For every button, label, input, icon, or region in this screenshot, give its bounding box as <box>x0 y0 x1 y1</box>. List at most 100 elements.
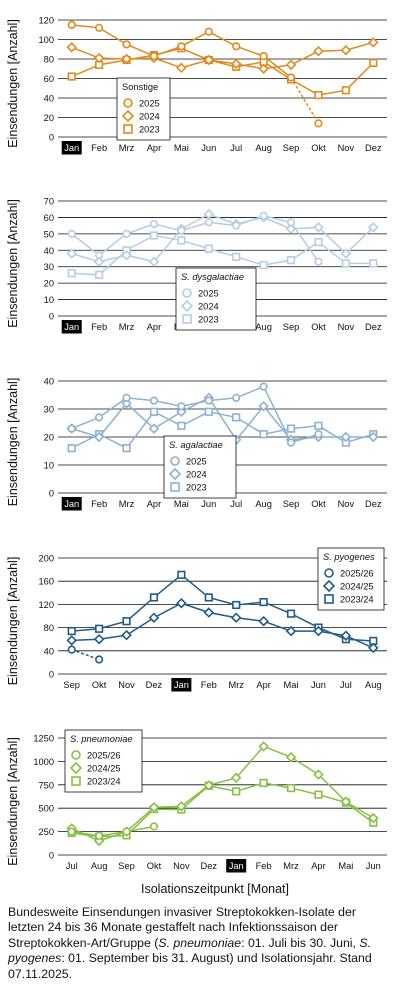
x-tick-label: Jan <box>64 499 79 509</box>
series-line <box>71 215 320 263</box>
data-point <box>122 827 131 836</box>
y-tick-label: 0 <box>49 489 54 499</box>
x-tick-label: Jul <box>230 143 242 153</box>
data-point <box>204 593 213 602</box>
data-point <box>177 226 186 235</box>
legend-entry: 2025/26 <box>340 569 374 579</box>
data-point <box>286 218 296 227</box>
x-tick-label: Sep <box>63 680 80 690</box>
data-point <box>149 407 159 416</box>
x-tick-label: Jun <box>201 143 216 153</box>
x-tick-label: Nov <box>338 143 355 153</box>
legend-marker <box>322 579 336 593</box>
data-point <box>148 256 160 268</box>
legend: Sonstige 2025 2024 2023 <box>116 77 171 141</box>
y-axis-label: Einsendungen [Anzahl] <box>6 19 20 148</box>
x-tick-label: Jul <box>66 861 78 871</box>
x-tick-label: Jan <box>229 861 244 871</box>
x-tick-label: Mai <box>174 499 189 509</box>
x-tick-label: Sep <box>118 861 135 871</box>
data-point <box>67 20 76 29</box>
y-tick-label: 60 <box>44 213 54 223</box>
legend-entry: 2024/25 <box>340 582 374 592</box>
legend-entry: 2023 <box>139 125 160 135</box>
data-point <box>148 612 160 623</box>
data-point <box>177 570 186 579</box>
data-point <box>177 402 186 411</box>
data-point <box>314 237 323 247</box>
data-point <box>67 626 76 636</box>
data-point <box>313 769 324 780</box>
data-point <box>203 780 215 791</box>
data-point <box>66 42 77 53</box>
series <box>67 20 323 128</box>
data-point <box>259 778 268 788</box>
x-tick-label: Apr <box>256 680 270 690</box>
data-point <box>122 393 131 402</box>
x-tick-highlight <box>61 320 82 334</box>
legend-title: S. dysgalactiae <box>181 272 244 282</box>
x-tick-label: Jul <box>340 680 352 690</box>
y-tick-label: 200 <box>38 554 54 564</box>
data-point <box>314 430 323 439</box>
x-tick-highlight <box>226 859 247 873</box>
data-point <box>286 256 296 265</box>
x-tick-label: Dez <box>365 143 382 153</box>
data-point <box>204 407 213 416</box>
data-point <box>95 831 104 840</box>
data-point <box>232 221 241 230</box>
data-point <box>232 393 241 402</box>
legend-entry: 2025/26 <box>87 751 121 761</box>
y-tick-label: 80 <box>44 623 54 633</box>
data-point <box>67 827 76 836</box>
x-tick-highlight <box>61 497 82 511</box>
legend-entry: 2025 <box>186 457 207 467</box>
caption-part: S. pneumoniae <box>158 935 242 950</box>
data-point <box>314 421 323 430</box>
data-point <box>368 222 379 233</box>
data-point <box>368 37 379 48</box>
x-tick-label: Sep <box>283 143 300 153</box>
data-point <box>286 783 296 793</box>
y-tick-label: 100 <box>38 35 54 45</box>
data-point <box>66 248 77 259</box>
x-tick-label: Okt <box>92 680 107 690</box>
y-tick-label: 20 <box>44 433 54 443</box>
data-point <box>121 249 132 261</box>
x-tick-label: Okt <box>147 861 162 871</box>
data-point <box>286 609 296 618</box>
x-tick-label: Mrz <box>119 143 135 153</box>
data-point <box>148 802 160 813</box>
x-tick-label: Apr <box>147 499 161 509</box>
data-point <box>286 424 296 433</box>
data-point <box>149 219 159 229</box>
data-point <box>95 655 104 664</box>
data-point <box>341 259 350 268</box>
x-tick-label: Mrz <box>119 322 135 332</box>
legend-marker <box>168 467 182 481</box>
data-point <box>177 236 186 245</box>
y-tick-label: 30 <box>44 405 54 415</box>
chart-panel: 010203040506070JanFebMrzAprMaiJunJulAugS… <box>6 197 387 334</box>
data-point <box>203 54 215 66</box>
data-point <box>258 615 269 627</box>
x-tick-label: Aug <box>255 499 272 509</box>
data-point <box>149 822 159 831</box>
data-point <box>93 52 105 64</box>
caption-part: : 01. September bis 31. August) und Isol… <box>8 951 372 981</box>
x-tick-label: Mai <box>284 680 299 690</box>
data-point <box>121 53 132 65</box>
data-point <box>232 42 241 51</box>
x-tick-label: Apr <box>147 143 161 153</box>
data-point <box>286 438 296 447</box>
x-tick-label: Feb <box>91 499 107 509</box>
data-point <box>232 252 241 261</box>
legend: S. agalactiae 2025 2024 2023 <box>163 435 237 499</box>
x-tick-label: Okt <box>311 143 326 153</box>
data-point <box>313 625 324 637</box>
series-line <box>71 47 374 96</box>
data-point <box>149 51 159 61</box>
series <box>66 208 379 268</box>
data-point <box>204 27 213 36</box>
